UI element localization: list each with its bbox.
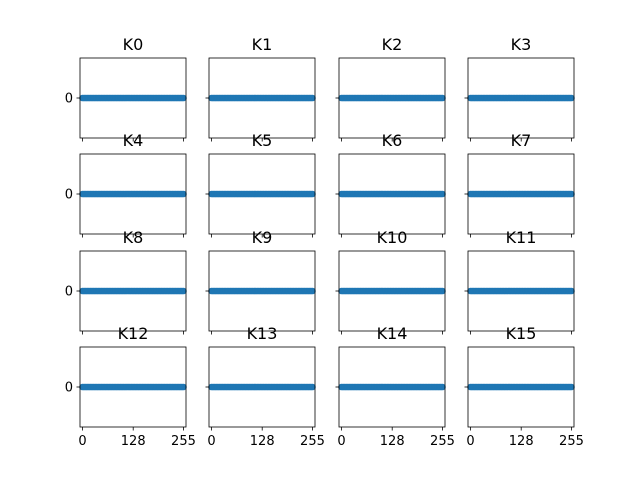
data-point-k0 [180, 94, 187, 102]
x-tick-label-k12: 128 [121, 434, 146, 449]
x-tick-label-k15: 128 [509, 434, 534, 449]
panel-title-k6: K6 [382, 131, 403, 150]
y-tick-label-k4: 0 [65, 188, 73, 203]
data-point-k2 [439, 94, 446, 102]
x-tick-label-k15: 0 [466, 434, 474, 449]
x-tick-label-k12: 255 [171, 434, 196, 449]
panel-title-k11: K11 [506, 228, 537, 247]
data-point-k9 [309, 287, 316, 295]
x-tick-label-k12: 0 [78, 434, 86, 449]
x-tick-label-k14: 255 [430, 434, 455, 449]
panel-title-k10: K10 [377, 228, 408, 247]
data-point-k5 [309, 190, 316, 198]
panel-title-k3: K3 [511, 35, 532, 54]
data-point-k12 [180, 383, 187, 391]
data-point-k15 [568, 383, 575, 391]
x-tick-label-k13: 255 [300, 434, 325, 449]
y-tick-label-k12: 0 [65, 381, 73, 396]
panel-title-k8: K8 [123, 228, 144, 247]
panel-title-k0: K0 [123, 35, 144, 54]
panel-title-k4: K4 [123, 131, 144, 150]
data-point-k13 [309, 383, 316, 391]
data-point-k1 [309, 94, 316, 102]
data-point-k3 [568, 94, 575, 102]
x-tick-label-k13: 128 [250, 434, 275, 449]
x-tick-label-k14: 128 [380, 434, 405, 449]
y-tick-label-k8: 0 [65, 285, 73, 300]
data-point-k11 [568, 287, 575, 295]
panel-title-k13: K13 [247, 324, 278, 343]
panel-title-k15: K15 [506, 324, 537, 343]
panel-title-k9: K9 [252, 228, 273, 247]
data-point-k7 [568, 190, 575, 198]
x-tick-label-k14: 0 [337, 434, 345, 449]
x-tick-label-k15: 255 [559, 434, 584, 449]
data-point-k8 [180, 287, 187, 295]
x-tick-label-k13: 0 [207, 434, 215, 449]
panel-title-k5: K5 [252, 131, 273, 150]
panel-title-k12: K12 [118, 324, 149, 343]
panel-title-k1: K1 [252, 35, 273, 54]
y-tick-label-k0: 0 [65, 92, 73, 107]
panel-title-k14: K14 [377, 324, 408, 343]
data-point-k10 [439, 287, 446, 295]
data-point-k14 [439, 383, 446, 391]
panel-title-k7: K7 [511, 131, 532, 150]
data-point-k4 [180, 190, 187, 198]
panel-title-k2: K2 [382, 35, 403, 54]
data-point-k6 [439, 190, 446, 198]
